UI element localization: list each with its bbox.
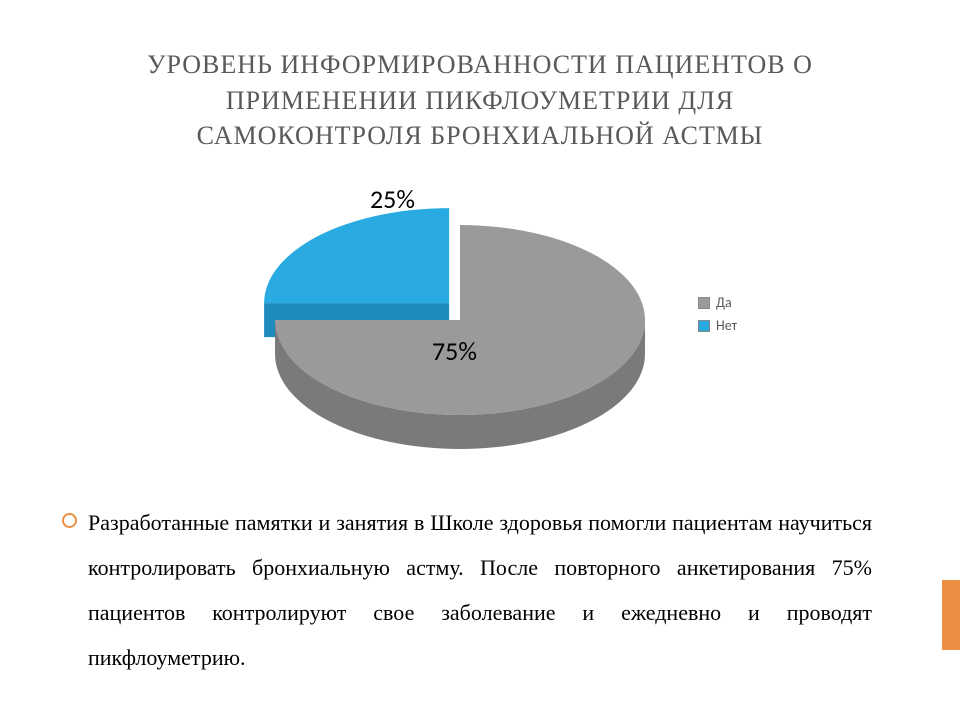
page-title: УРОВЕНЬ ИНФОРМИРОВАННОСТИ ПАЦИЕНТОВ О ПР… <box>0 47 960 152</box>
title-line-2: ПРИМЕНЕНИИ ПИКФЛОУМЕТРИИ ДЛЯ <box>0 83 960 118</box>
legend-swatch-no <box>698 320 710 332</box>
accent-strip <box>942 580 960 650</box>
bullet-icon <box>62 513 77 528</box>
legend-item-yes: Да <box>698 294 737 311</box>
data-label-no: 25% <box>370 183 415 215</box>
chart-legend: Да Нет <box>698 294 737 340</box>
slide: УРОВЕНЬ ИНФОРМИРОВАННОСТИ ПАЦИЕНТОВ О ПР… <box>0 0 960 720</box>
data-label-yes: 75% <box>432 335 477 367</box>
legend-item-no: Нет <box>698 317 737 334</box>
legend-label-yes: Да <box>716 294 732 311</box>
legend-label-no: Нет <box>716 317 737 334</box>
legend-swatch-yes <box>698 297 710 309</box>
title-line-1: УРОВЕНЬ ИНФОРМИРОВАННОСТИ ПАЦИЕНТОВ О <box>0 47 960 82</box>
body-text: Разработанные памятки и занятия в Школе … <box>88 500 872 680</box>
title-line-3: САМОКОНТРОЛЯ БРОНХИАЛЬНОЙ АСТМЫ <box>0 118 960 153</box>
